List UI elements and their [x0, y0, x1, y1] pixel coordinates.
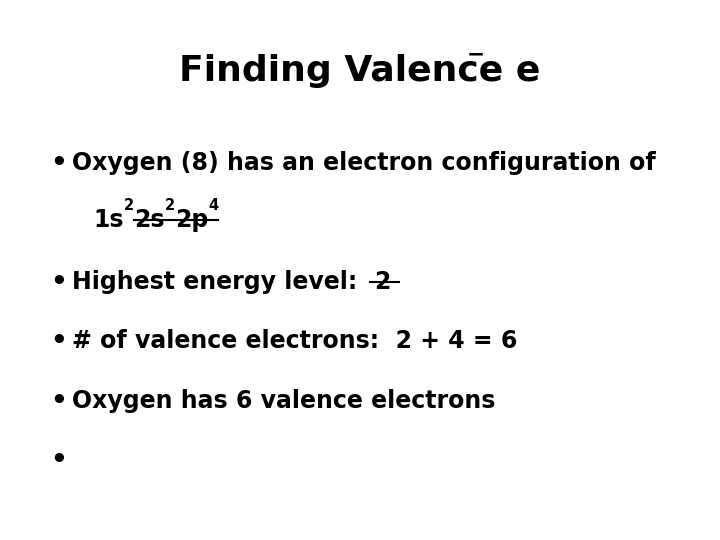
Text: 2s: 2s — [134, 208, 165, 232]
Text: •: • — [50, 270, 67, 296]
Text: •: • — [50, 448, 67, 474]
Text: 2: 2 — [374, 270, 390, 294]
Text: •: • — [50, 329, 67, 355]
Text: # of valence electrons:  2 + 4 = 6: # of valence electrons: 2 + 4 = 6 — [72, 329, 518, 353]
Text: −: − — [467, 44, 485, 64]
Text: Highest energy level:: Highest energy level: — [72, 270, 374, 294]
Text: 4: 4 — [208, 198, 218, 213]
Text: •: • — [50, 151, 67, 177]
Text: 2: 2 — [165, 198, 175, 213]
Text: Oxygen (8) has an electron configuration of: Oxygen (8) has an electron configuration… — [72, 151, 656, 175]
Text: 2: 2 — [124, 198, 134, 213]
Text: Finding Valence e: Finding Valence e — [179, 54, 541, 88]
Text: 2p: 2p — [175, 208, 208, 232]
Text: Oxygen has 6 valence electrons: Oxygen has 6 valence electrons — [72, 389, 495, 413]
Text: •: • — [50, 389, 67, 415]
Text: 1s: 1s — [94, 208, 124, 232]
